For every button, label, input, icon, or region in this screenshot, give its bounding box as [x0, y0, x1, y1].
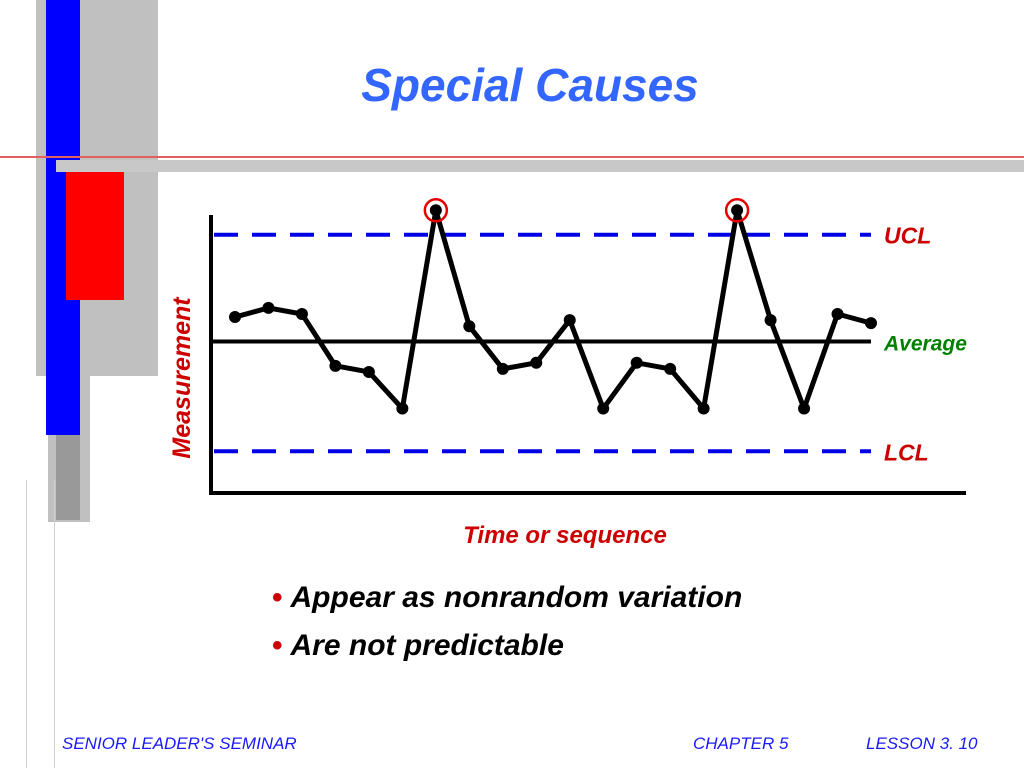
bullet-text: Are not predictable	[290, 629, 564, 662]
data-point	[229, 311, 241, 324]
bullet-item-2: • Are not predictable	[272, 626, 742, 674]
special-cause-marker	[423, 198, 449, 223]
decor-vertical-line-left	[26, 480, 27, 768]
data-point	[563, 314, 576, 327]
data-point	[865, 317, 877, 330]
reference-label-lcl: LCL	[884, 439, 929, 465]
data-point	[664, 362, 677, 375]
decor-red-box	[66, 172, 124, 300]
bullet-icon: •	[272, 629, 283, 662]
special-cause-marker	[724, 198, 750, 223]
bullet-icon: •	[272, 581, 283, 614]
y-axis-label: Measurement	[168, 296, 196, 459]
decor-vertical-line-right	[54, 480, 55, 768]
decor-horizontal-rule-gray	[56, 160, 1024, 172]
footer-chapter: CHAPTER 5	[693, 734, 789, 753]
data-point	[463, 320, 476, 333]
data-point	[731, 204, 744, 217]
decor-horizontal-rule-red	[0, 156, 1024, 158]
bullet-item-1: • Appear as nonrandom variation	[272, 578, 742, 626]
data-point	[764, 314, 777, 327]
data-point	[396, 402, 409, 415]
data-point	[831, 308, 844, 320]
bullet-list: • Appear as nonrandom variation • Are not …	[272, 578, 742, 674]
reference-label-ucl: UCL	[884, 223, 931, 249]
bullet-text: Appear as nonrandom variation	[290, 581, 743, 614]
footer-seminar: SENIOR LEADER'S SEMINAR	[62, 734, 297, 753]
data-point	[329, 359, 342, 372]
x-axis-label: Time or sequence	[463, 522, 667, 549]
data-point	[798, 402, 811, 415]
control-chart: Measurement Time or sequence UCL Average L…	[168, 198, 967, 549]
page-title: Special Causes	[361, 59, 699, 111]
data-point	[697, 402, 710, 415]
data-point	[630, 356, 643, 369]
data-point	[295, 308, 308, 320]
data-point	[429, 204, 442, 217]
data-point	[597, 402, 610, 415]
series-line	[234, 207, 872, 412]
data-point	[530, 356, 543, 369]
reference-label-average: Average	[883, 332, 967, 355]
footer-lesson: LESSON 3. 10	[866, 734, 978, 753]
data-point	[262, 301, 275, 314]
data-point	[362, 365, 375, 378]
data-point	[496, 362, 509, 375]
